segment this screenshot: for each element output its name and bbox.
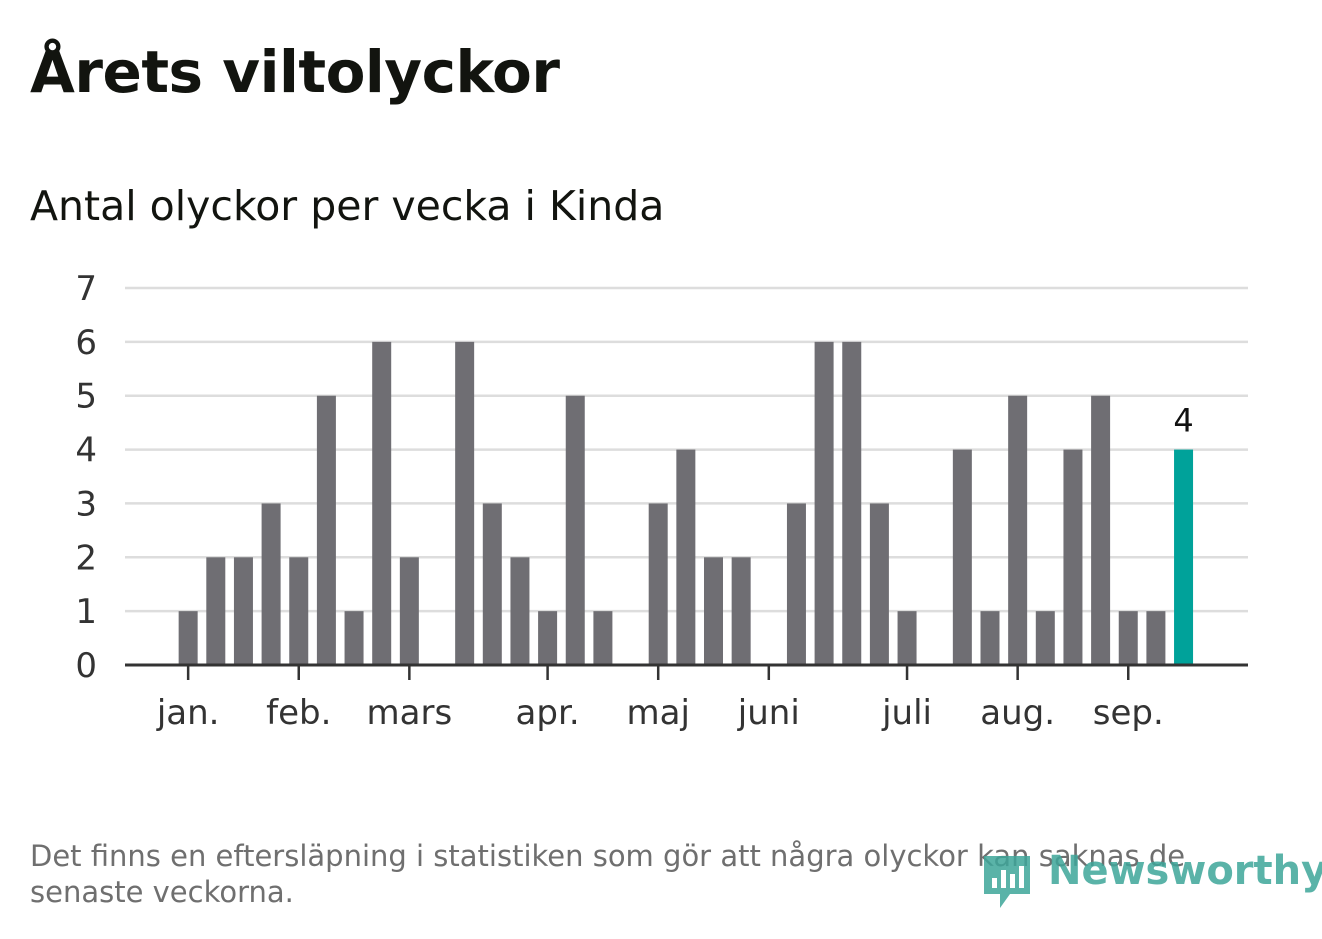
bar bbox=[565, 395, 585, 665]
bars bbox=[178, 341, 1194, 665]
brand-name: Newsworthy bbox=[1048, 848, 1322, 894]
bar bbox=[593, 611, 613, 665]
x-axis: jan. feb. mars apr. maj juni juli aug. sep. bbox=[125, 663, 1248, 733]
bar bbox=[538, 611, 558, 665]
bar bbox=[261, 503, 281, 665]
bar bbox=[1146, 611, 1166, 665]
y-tick-label: 5 bbox=[75, 377, 97, 417]
y-tick-label: 2 bbox=[75, 538, 97, 578]
bar bbox=[731, 557, 751, 665]
bar bbox=[316, 395, 336, 665]
bar bbox=[344, 611, 364, 665]
bar bbox=[842, 341, 862, 665]
y-tick-label: 0 bbox=[75, 646, 97, 686]
x-tick-label: juli bbox=[881, 693, 932, 733]
highlight-bar bbox=[1174, 449, 1194, 665]
x-tick-label: aug. bbox=[980, 693, 1055, 733]
bar bbox=[952, 449, 972, 665]
x-tick-label: mars bbox=[367, 693, 453, 733]
newsworthy-logo-icon bbox=[984, 856, 1030, 908]
y-tick-label: 4 bbox=[75, 431, 97, 471]
y-axis-ticks: 0 1 2 3 4 5 6 7 bbox=[75, 269, 97, 686]
bar bbox=[814, 341, 834, 665]
x-tick-label: sep. bbox=[1093, 693, 1164, 733]
bar bbox=[372, 341, 392, 665]
bar bbox=[676, 449, 696, 665]
x-tick-label: juni bbox=[737, 693, 800, 733]
bar bbox=[510, 557, 530, 665]
bar bbox=[704, 557, 723, 665]
bar bbox=[289, 557, 309, 665]
bar bbox=[897, 611, 917, 665]
highlight-data-label: 4 bbox=[1173, 402, 1193, 440]
chart-subtitle: Antal olyckor per vecka i Kinda bbox=[30, 182, 665, 230]
bar bbox=[980, 611, 1000, 665]
y-tick-label: 1 bbox=[75, 592, 97, 632]
bar bbox=[1035, 611, 1055, 665]
y-tick-label: 3 bbox=[75, 484, 97, 524]
bar bbox=[1008, 395, 1028, 665]
bar-chart: 0 1 2 3 4 5 6 7 jan. feb. mars apr. maj juni juli aug.… bbox=[75, 269, 1248, 733]
chart-title: Årets viltolyckor bbox=[30, 38, 560, 106]
bar bbox=[178, 611, 198, 665]
bar bbox=[1063, 449, 1083, 665]
bar bbox=[233, 557, 253, 665]
x-tick-label: feb. bbox=[266, 693, 331, 733]
bar bbox=[206, 557, 226, 665]
bar bbox=[455, 341, 475, 665]
bar bbox=[1118, 611, 1138, 665]
x-tick-label: apr. bbox=[516, 693, 580, 733]
y-tick-label: 7 bbox=[75, 269, 97, 309]
bar bbox=[399, 557, 419, 665]
x-tick-label: jan. bbox=[156, 693, 220, 733]
x-tick-label: maj bbox=[626, 693, 689, 733]
newsworthy-logo: Newsworthy bbox=[980, 848, 1322, 912]
bar bbox=[786, 503, 806, 665]
bar bbox=[1091, 395, 1111, 665]
bar bbox=[482, 503, 502, 665]
data-labels: 4 bbox=[1173, 402, 1193, 440]
y-tick-label: 6 bbox=[75, 323, 97, 363]
bar bbox=[648, 503, 668, 665]
bar bbox=[869, 503, 889, 665]
